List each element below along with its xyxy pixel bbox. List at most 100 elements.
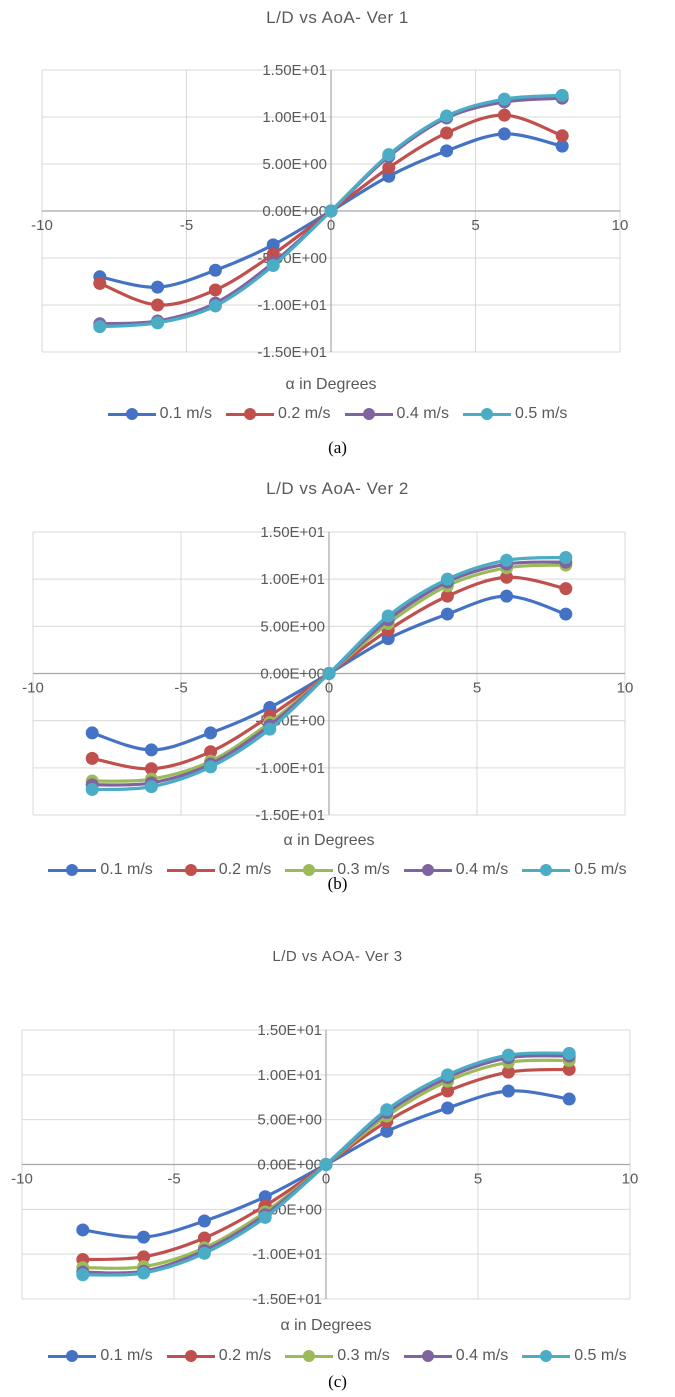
chart-panel-b: L/D vs AoA- Ver 2 -10 -5 0 5 10 1.50E+01 1.00E…	[0, 465, 675, 900]
data-point	[208, 263, 222, 277]
data-point	[137, 1230, 151, 1244]
legend-item: 0.1 m/s	[48, 1347, 153, 1365]
x-axis-title: α in Degrees	[283, 832, 374, 849]
y-tick-label: -1.00E+01	[257, 297, 327, 314]
data-point	[440, 109, 454, 123]
x-tick-label: 5	[471, 217, 479, 234]
y-tick-label: 1.50E+01	[262, 62, 327, 79]
legend-label: 0.4 m/s	[455, 861, 509, 878]
legend-label: 0.4 m/s	[455, 1347, 509, 1364]
data-point	[204, 760, 218, 774]
x-tick-label: -10	[31, 217, 53, 234]
y-tick-label: 1.50E+01	[260, 524, 325, 541]
legend-swatch	[403, 863, 452, 876]
legend-swatch	[107, 407, 156, 420]
legend-swatch	[522, 863, 571, 876]
x-tick-label: -5	[180, 217, 193, 234]
x-tick-label: 0	[322, 1171, 330, 1188]
chart-title: L/D vs AOA- Ver 3	[272, 948, 403, 965]
x-tick-label: -10	[11, 1171, 33, 1188]
y-tick-label: 1.00E+01	[260, 571, 325, 588]
y-tick-label: -1.50E+01	[252, 1291, 322, 1308]
legend-swatch	[522, 1349, 571, 1362]
data-point	[440, 607, 454, 621]
data-point	[197, 1246, 211, 1260]
chart-plot-b: -10 -5 0 5 10 1.50E+01 1.00E+01 5.00E+00 0.00E+0…	[22, 524, 633, 849]
data-point	[151, 280, 165, 294]
data-point	[562, 1046, 576, 1060]
data-point	[204, 745, 218, 759]
legend-swatch	[285, 1349, 334, 1362]
data-point	[501, 1084, 515, 1098]
data-point	[441, 1101, 455, 1115]
data-point	[382, 148, 396, 162]
y-tick-label: 0.00E+00	[257, 1157, 322, 1174]
data-point	[497, 127, 511, 141]
data-point	[497, 108, 511, 122]
data-point	[440, 144, 454, 158]
data-point	[263, 722, 277, 736]
chart-legend: 0.1 m/s 0.2 m/s 0.4 m/s 0.5 m/s	[0, 405, 675, 423]
data-point	[500, 570, 514, 584]
legend-label: 0.5 m/s	[514, 405, 568, 422]
data-point	[266, 259, 280, 273]
legend-item: 0.3 m/s	[285, 1347, 390, 1365]
legend-item: 0.3 m/s	[285, 861, 390, 879]
chart-plot-a: -10 -5 0 5 10 1.50E+01 1.00E+01 5.00E+00 0.00E+0…	[31, 62, 629, 393]
data-point	[137, 1250, 151, 1264]
legend-label: 0.3 m/s	[337, 861, 390, 878]
data-point	[501, 1065, 515, 1079]
data-point	[440, 126, 454, 140]
y-tick-label: -1.50E+01	[257, 344, 327, 361]
figure-caption: (a)	[328, 438, 347, 457]
data-point	[322, 667, 336, 680]
data-point	[500, 589, 514, 603]
data-point	[93, 320, 107, 334]
data-point	[76, 1268, 90, 1282]
data-point	[197, 1231, 211, 1245]
legend-swatch	[344, 407, 393, 420]
chart-title: L/D vs AoA- Ver 1	[266, 8, 409, 27]
data-point	[144, 743, 158, 757]
y-tick-label: 0.00E+00	[262, 203, 327, 220]
legend-item: 0.2 m/s	[166, 1347, 271, 1365]
legend-label: 0.2 m/s	[218, 861, 272, 878]
data-point	[380, 1124, 394, 1138]
data-point	[266, 238, 280, 252]
data-point	[501, 1048, 515, 1062]
data-point	[151, 298, 165, 312]
y-tick-label: -1.50E+01	[255, 807, 325, 824]
y-tick-label: 5.00E+00	[257, 1112, 322, 1129]
legend-item: 0.5 m/s	[462, 405, 568, 423]
x-tick-label: 0	[327, 217, 335, 234]
x-tick-label: 5	[474, 1171, 482, 1188]
x-tick-label: 10	[612, 217, 629, 234]
y-tick-label: 1.00E+01	[262, 109, 327, 126]
data-point	[204, 726, 218, 740]
data-point	[382, 161, 396, 175]
legend-swatch	[48, 1349, 97, 1362]
data-point	[441, 1084, 455, 1098]
data-point	[208, 299, 222, 313]
data-point	[555, 139, 569, 153]
legend-item: 0.1 m/s	[48, 861, 153, 879]
data-point	[559, 550, 573, 564]
legend-item: 0.2 m/s	[226, 405, 331, 423]
y-tick-label: -1.00E+01	[255, 760, 325, 777]
data-point	[440, 572, 454, 586]
data-point	[208, 283, 222, 297]
legend-label: 0.5 m/s	[574, 861, 627, 878]
legend-item: 0.1 m/s	[107, 405, 212, 423]
chart-plot-c: -10 -5 0 5 10 1.50E+01 1.00E+01 5.00E+00 0.00E+0…	[11, 1022, 638, 1334]
data-point	[555, 88, 569, 102]
data-point	[258, 1190, 272, 1204]
chart-legend: 0.1 m/s 0.2 m/s 0.3 m/s 0.4 m/s 0.5 m/s	[0, 1347, 675, 1365]
data-point	[559, 582, 573, 596]
x-tick-label: -10	[22, 680, 44, 697]
data-point	[500, 553, 514, 567]
y-tick-label: 0.00E+00	[260, 666, 325, 683]
data-point	[85, 751, 99, 765]
data-point	[440, 589, 454, 603]
chart-legend: 0.1 m/s 0.2 m/s 0.3 m/s 0.4 m/s 0.5 m/s	[0, 861, 675, 879]
data-point	[144, 780, 158, 794]
